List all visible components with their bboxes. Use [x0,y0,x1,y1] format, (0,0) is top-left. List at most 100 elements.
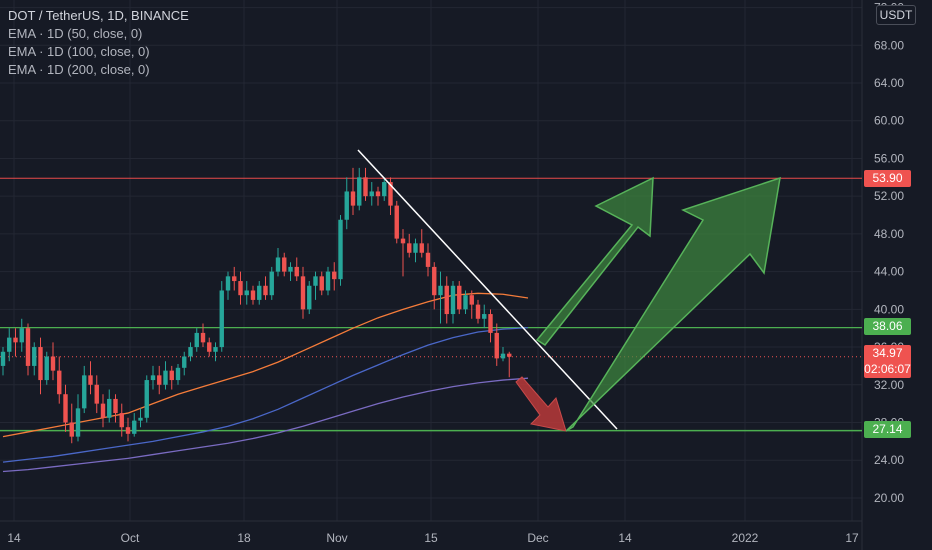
candle-body [363,177,368,197]
y-tick-label: 48.00 [874,227,904,241]
candle-body [63,394,68,423]
x-tick-label: Nov [326,531,347,545]
y-tick-label: 56.00 [874,151,904,165]
candle-body [338,219,343,280]
resistance-price-tag: 53.90 [864,170,911,187]
candle-body [357,177,362,206]
candle-body [282,257,287,272]
candle-body [194,332,199,348]
candle-body [188,347,193,357]
candle-body [257,285,262,300]
candle-body [219,290,224,348]
x-tick-label: 2022 [732,531,759,545]
candle-body [388,182,393,206]
candle-body [432,266,437,296]
candle-body [100,403,106,418]
support-upper-price-tag: 38.06 [864,318,911,335]
candle-body [88,375,93,385]
candle-body [444,285,449,315]
candle-body [382,182,387,197]
candle-body [425,252,431,267]
candle-body [482,314,487,319]
downtrend-line [357,149,618,430]
candle-body [232,276,237,282]
currency-button[interactable]: USDT [876,5,916,25]
up-arrow-projection-small [535,176,654,346]
candle-body [238,281,243,296]
candle-body [150,375,156,381]
candle-body [132,420,137,434]
ema200-line [2,377,529,473]
candle-body [25,328,31,366]
candle-body [119,413,124,428]
candle-body [269,271,274,296]
candle-body [457,285,462,310]
candle-body [69,422,74,437]
symbol-title[interactable]: DOT / TetherUS, 1D, BINANCE [8,8,189,23]
candle-body [450,285,456,315]
candle-body [407,243,412,253]
y-tick-label: 60.00 [874,114,904,128]
candle-body [475,304,481,319]
last-price-value: 34.97 [872,346,903,360]
candle-body [438,285,443,296]
candle-body [163,370,168,385]
candle-body [19,328,24,343]
candle-body [488,314,493,333]
candle-body [213,347,218,352]
candle-body [325,271,331,291]
candle-body [225,276,231,291]
candle-body [0,351,6,366]
bar-countdown: 02:06:07 [864,362,911,376]
ema50-legend[interactable]: EMA · 1D (50, close, 0) [8,26,143,41]
y-tick-label: 40.00 [874,302,904,316]
candle-body [244,290,249,296]
candle-body [350,191,356,206]
chart-legend: DOT / TetherUS, 1D, BINANCE EMA · 1D (50… [8,7,189,79]
candle-body [182,356,187,368]
candle-body [250,290,256,300]
candle-body [419,243,424,253]
candle-body [375,191,381,197]
candle-body [394,205,399,239]
y-tick-label: 52.00 [874,189,904,203]
candle-body [319,276,324,291]
support-lower-price-tag: 27.14 [864,421,911,438]
candle-body [125,427,131,434]
candle-body [50,356,56,371]
ema100-legend[interactable]: EMA · 1D (100, close, 0) [8,44,150,59]
candle-body [344,191,349,220]
x-tick-label: 15 [424,531,438,545]
candle-body [307,285,312,310]
up-arrow-projection-large [565,176,781,432]
y-tick-label: 32.00 [874,378,904,392]
candle-body [175,367,181,381]
candle-body [94,384,99,404]
y-tick-label: 64.00 [874,76,904,90]
candle-body [413,243,418,253]
ema200-legend[interactable]: EMA · 1D (200, close, 0) [8,62,150,77]
candle-body [107,398,112,418]
y-tick-label: 44.00 [874,265,904,279]
y-tick-label: 24.00 [874,453,904,467]
candle-body [7,337,12,352]
candle-body [144,380,149,418]
candle-body [13,337,18,343]
candle-body [138,417,143,421]
candle-body [38,347,43,381]
candle-body [288,266,293,272]
y-tick-label: 20.00 [874,491,904,505]
candle-body [275,257,281,272]
candle-body [507,353,512,357]
x-tick-label: Dec [527,531,548,545]
candle-body [300,276,306,310]
candle-body [494,332,499,359]
x-tick-label: 14 [618,531,632,545]
candle-body [82,375,87,409]
candle-body [294,266,299,277]
x-tick-label: 17 [845,531,859,545]
x-tick-label: Oct [121,531,140,545]
candle-body [313,276,318,286]
candle-body [332,271,337,280]
